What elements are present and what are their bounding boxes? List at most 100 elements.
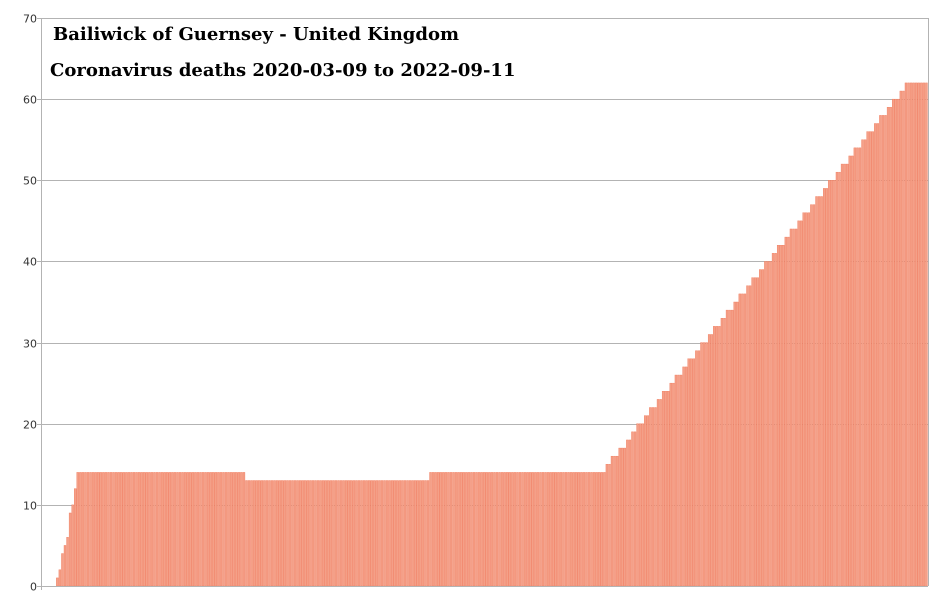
bar (488, 472, 491, 587)
bar (465, 472, 468, 587)
bar (848, 155, 851, 587)
bar (692, 358, 696, 587)
bar (544, 472, 547, 587)
bar (273, 480, 276, 587)
bar (569, 472, 573, 587)
bar (102, 472, 105, 587)
y-tick-label: 50 (23, 175, 37, 188)
bar (76, 472, 79, 587)
bar (107, 472, 110, 587)
bar (823, 188, 826, 587)
bar (321, 480, 325, 587)
bar (851, 155, 854, 587)
bar (186, 472, 189, 587)
bar (227, 472, 230, 587)
bar (713, 326, 716, 587)
bar (298, 480, 302, 587)
bar (631, 431, 634, 587)
bar (590, 472, 593, 587)
bar (319, 480, 322, 587)
bar (457, 472, 460, 587)
bar (178, 472, 182, 587)
bar (444, 472, 448, 587)
y-tick-label: 70 (23, 13, 37, 26)
bar (746, 285, 749, 587)
bar (334, 480, 338, 587)
bar (79, 472, 82, 587)
bar (621, 447, 624, 587)
bar (291, 480, 294, 587)
bar (677, 374, 680, 587)
bar (866, 131, 869, 587)
bar (245, 480, 248, 587)
bar (626, 439, 629, 587)
bar (143, 472, 146, 587)
bar (357, 480, 361, 587)
bar (922, 82, 926, 587)
bar (830, 180, 834, 587)
bar (592, 472, 596, 587)
bar (649, 407, 652, 587)
bar (695, 350, 698, 587)
bar (117, 472, 120, 587)
bar (232, 472, 235, 587)
bar (669, 382, 673, 587)
bar (485, 472, 488, 587)
y-tick-label: 10 (23, 500, 37, 513)
bar (429, 472, 432, 587)
bar (391, 480, 394, 587)
bar (431, 472, 435, 587)
bar (776, 244, 780, 587)
bar (690, 358, 693, 587)
bar (628, 439, 632, 587)
bar (539, 472, 542, 587)
bar (127, 472, 131, 587)
bar (557, 472, 560, 587)
bar (199, 472, 202, 587)
chart-subtitle: Coronavirus deaths 2020-03-09 to 2022-09… (50, 60, 515, 81)
bar (897, 98, 900, 587)
bar (104, 472, 108, 587)
bar (733, 301, 736, 587)
bar (815, 196, 818, 587)
bar (687, 358, 690, 587)
bar (212, 472, 215, 587)
bar (171, 472, 174, 587)
bar (741, 293, 744, 587)
bar (97, 472, 100, 587)
bar (132, 472, 136, 587)
bar (201, 472, 205, 587)
bar (541, 472, 545, 587)
bar (728, 309, 731, 587)
bar (378, 480, 381, 587)
bar (86, 472, 90, 587)
bar (265, 480, 269, 587)
bar (224, 472, 228, 587)
bar (562, 472, 565, 587)
bar (871, 131, 874, 587)
bar (743, 293, 747, 587)
bar (176, 472, 179, 587)
bar (122, 472, 125, 587)
bar (748, 285, 752, 587)
bar (217, 472, 220, 587)
bar (160, 472, 164, 587)
y-tick-labels: 0 10 20 30 40 50 60 70 (23, 13, 37, 594)
bar (600, 472, 603, 587)
bar (503, 472, 506, 587)
bar (168, 472, 171, 587)
bar (163, 472, 166, 587)
bar (549, 472, 552, 587)
bar (892, 98, 895, 587)
bar (296, 480, 299, 587)
bar (577, 472, 580, 587)
bar (339, 480, 343, 587)
bar (787, 236, 790, 587)
bar (702, 342, 706, 587)
chart-title: Bailiwick of Guernsey - United Kingdom (53, 24, 459, 45)
bar (769, 261, 772, 587)
bar (756, 277, 759, 587)
bar (567, 472, 570, 587)
bar (700, 342, 703, 587)
bar (603, 472, 606, 587)
